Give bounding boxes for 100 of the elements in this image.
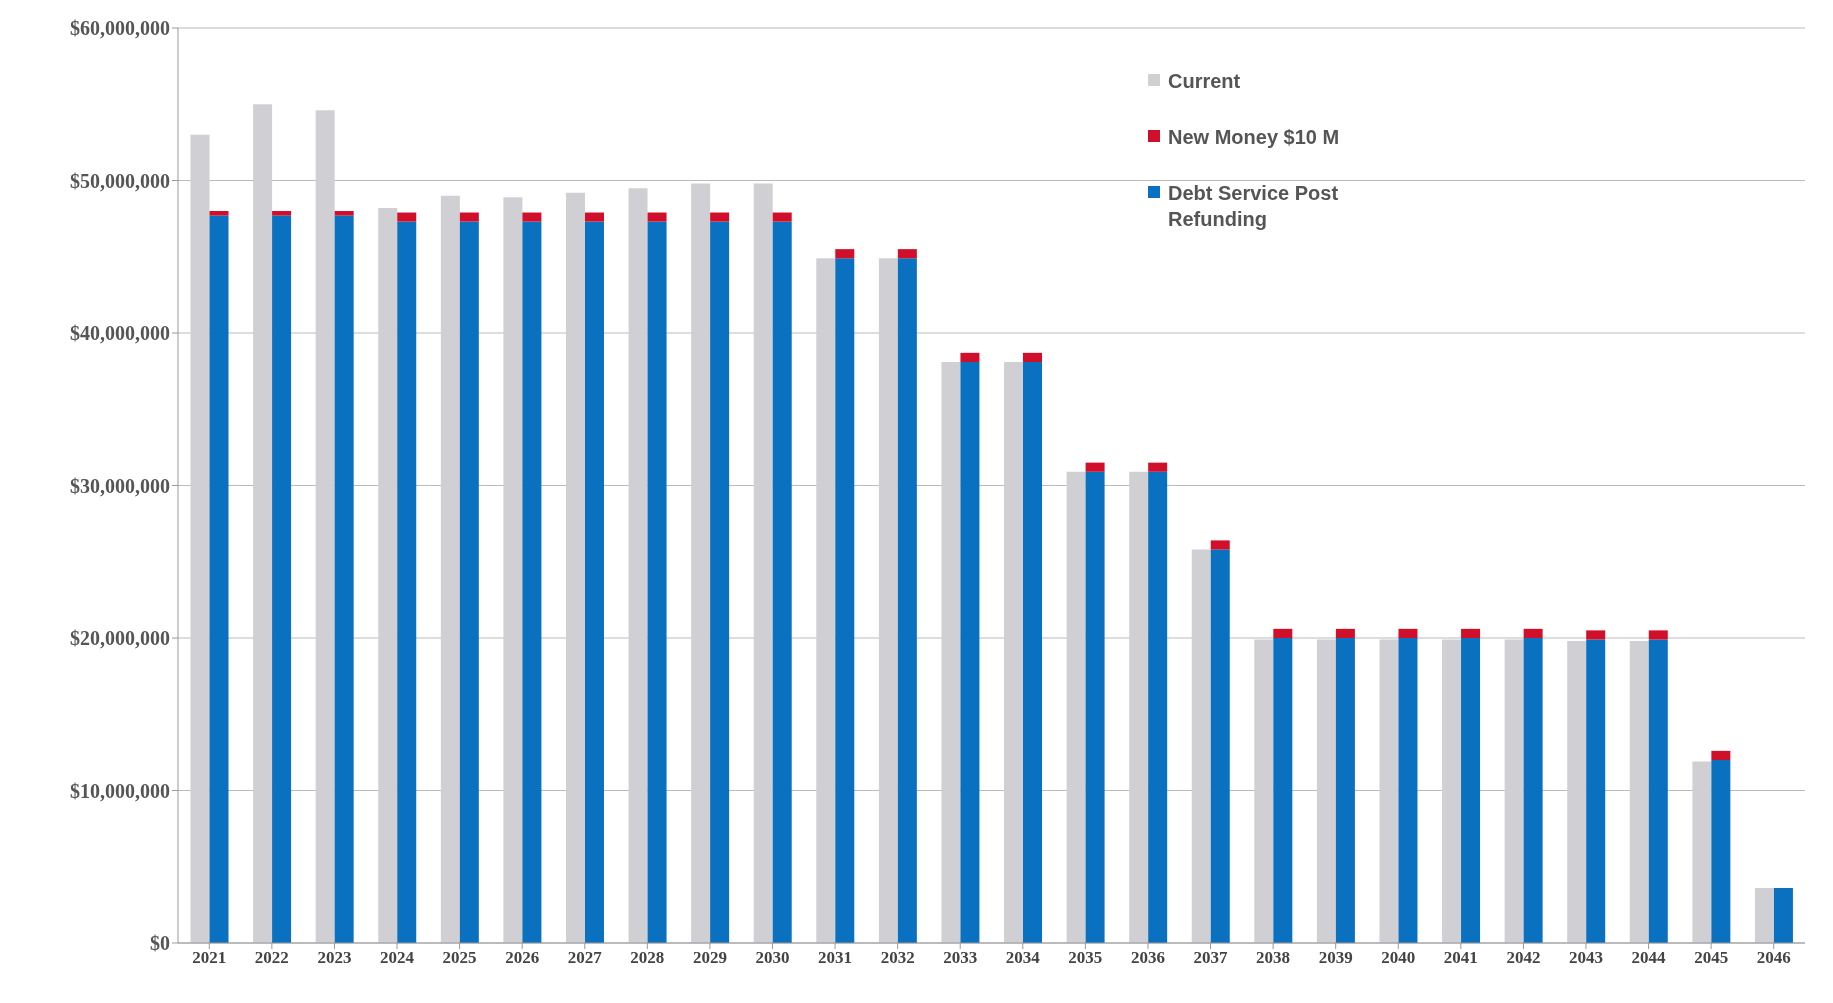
bar [584,212,604,222]
bar [753,183,773,943]
bar [503,197,523,943]
bar [1085,462,1105,472]
bar [1273,638,1293,943]
bar [1586,630,1606,640]
bar [1148,471,1168,943]
bar [209,215,229,943]
bar [960,352,980,362]
bar [1648,639,1668,943]
bar [1711,750,1731,760]
bar [209,211,229,216]
bar [1773,888,1793,943]
bar [710,212,730,222]
bar [1066,471,1086,943]
bar [772,212,792,222]
bar [1129,471,1149,943]
bar [1442,639,1462,943]
y-tick-label: $50,000,000 [70,169,170,192]
bar [1273,628,1293,638]
y-tick-label: $40,000,000 [70,322,170,345]
bar [459,221,479,943]
y-tick-label: $10,000,000 [70,779,170,802]
bar [772,221,792,943]
bar [897,249,917,259]
x-tick-label: 2029 [692,948,727,968]
bar [1210,549,1230,943]
x-tick-label: 2037 [1193,948,1229,968]
x-tick-label: 2042 [1506,948,1541,968]
x-tick-label: 2027 [567,948,603,968]
bar [1398,628,1418,638]
bar [1210,540,1230,550]
bar [565,192,585,943]
x-tick-label: 2031 [818,948,853,968]
bar [1191,549,1211,943]
bar [1629,641,1649,943]
bar [1004,361,1024,943]
x-tick-label: 2034 [1005,948,1041,968]
x-tick-label: 2033 [943,948,978,968]
bar [190,134,210,943]
x-tick-label: 2043 [1568,948,1603,968]
bar [378,207,398,943]
legend-label: Debt Service Post Refunding [1168,181,1340,232]
bar [1461,628,1481,638]
x-tick-label: 2038 [1256,948,1291,968]
bar [835,258,855,943]
bar [397,221,417,943]
bar [1523,638,1543,943]
x-tick-label: 2036 [1130,948,1165,968]
bar [1023,352,1043,362]
bar [691,183,711,943]
y-tick-label: $20,000,000 [70,627,170,650]
bar [710,221,730,943]
y-tick-label: $60,000,000 [70,17,170,40]
x-tick-label: 2024 [380,948,415,968]
x-tick-label: 2025 [442,948,477,968]
bar [1254,639,1274,943]
bar [1085,471,1105,943]
bar [1711,760,1731,943]
x-tick-label: 2035 [1068,948,1103,968]
bar [1148,462,1168,472]
x-tick-label: 2021 [192,948,227,968]
bar [272,215,292,943]
bar [1586,639,1606,943]
bar [1335,628,1355,638]
bar [878,258,898,943]
bar [1567,641,1587,943]
y-tick-label: $30,000,000 [70,474,170,497]
bar [1023,361,1043,943]
bar [584,221,604,943]
bar [835,249,855,259]
x-tick-label: 2028 [630,948,665,968]
bar [647,221,667,943]
bar [897,258,917,943]
bar [253,104,273,943]
bar [522,212,542,222]
x-tick-label: 2045 [1694,948,1729,968]
bar [522,221,542,943]
bar [941,361,961,943]
bar [334,215,354,943]
bar [272,211,292,216]
bar [1504,639,1524,943]
x-tick-label: 2023 [317,948,352,968]
bar [1379,639,1399,943]
bar [1754,888,1774,943]
bar [647,212,667,222]
y-tick-label: $0 [150,932,170,955]
bar [315,110,335,943]
bar [960,361,980,943]
x-tick-label: 2041 [1443,948,1478,968]
bar [1335,638,1355,943]
bar [1523,628,1543,638]
bar [816,258,836,943]
x-tick-label: 2046 [1756,948,1791,968]
x-tick-label: 2040 [1381,948,1416,968]
x-tick-label: 2044 [1631,948,1667,968]
legend-label: Current [1168,69,1241,94]
bar [334,211,354,216]
bar [1398,638,1418,943]
bar [1461,638,1481,943]
